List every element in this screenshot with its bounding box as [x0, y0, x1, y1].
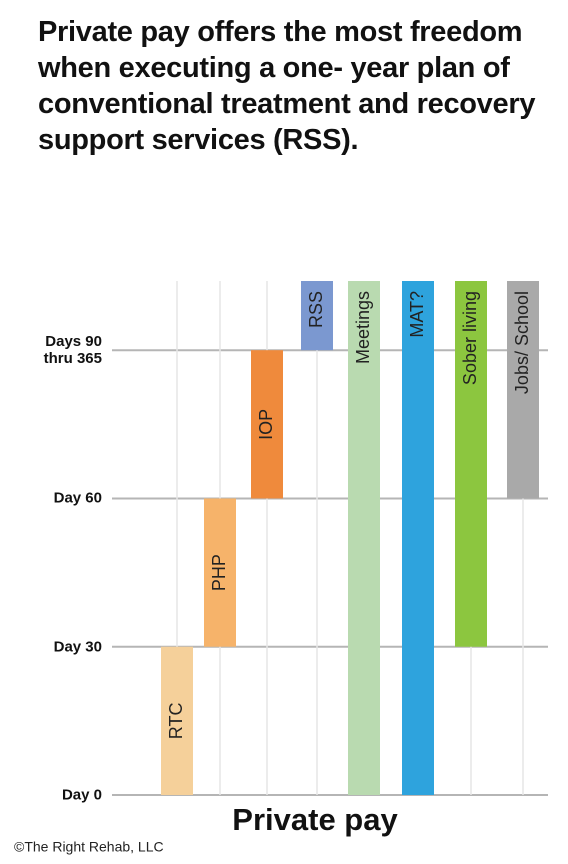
- bar: [251, 350, 283, 499]
- bar-label: IOP: [256, 409, 276, 440]
- bar: [402, 281, 434, 795]
- bar: [204, 498, 236, 647]
- bar-label: Sober living: [460, 291, 480, 385]
- bar-label: RSS: [306, 291, 326, 328]
- y-tick-label: Day 0: [61, 786, 102, 804]
- y-tick-label: Day 60: [53, 489, 102, 507]
- bar-label: Meetings: [353, 291, 373, 364]
- x-axis-label: Private pay: [232, 802, 398, 837]
- bar-label: Jobs/ School: [512, 291, 532, 394]
- bar: [348, 281, 380, 795]
- bar: [301, 281, 333, 351]
- credit: ©The Right Rehab, LLC: [14, 839, 164, 855]
- y-tick-label: Day 30: [53, 638, 102, 656]
- bar-label: MAT?: [407, 291, 427, 338]
- bar: [161, 646, 193, 795]
- chart-title: Private pay offers the most freedom when…: [38, 16, 536, 156]
- bar: [507, 281, 539, 499]
- bar-label: PHP: [209, 554, 229, 591]
- bar: [455, 281, 487, 647]
- y-tick-label: Days 90 thru 365: [43, 333, 102, 368]
- bar-label: RTC: [166, 703, 186, 740]
